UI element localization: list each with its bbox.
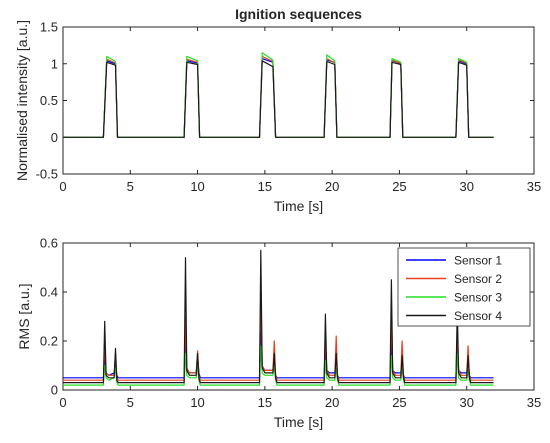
legend-label: Sensor 3	[454, 291, 502, 305]
x-tick-label: 5	[127, 395, 134, 410]
y-tick-label: -0.5	[36, 167, 58, 182]
x-axis-label: Time [s]	[274, 198, 323, 214]
x-tick-label: 0	[59, 179, 66, 194]
y-axis-label: RMS [a.u.]	[16, 283, 32, 349]
y-tick-label: 0.4	[40, 285, 58, 300]
x-axis-label: Time [s]	[274, 414, 323, 430]
series-line-1	[63, 330, 494, 379]
y-axis-label: Normalised intensity [a.u.]	[14, 20, 30, 181]
legend-label: Sensor 4	[454, 309, 502, 323]
legend-box	[397, 247, 531, 327]
x-tick-label: 20	[325, 395, 339, 410]
y-tick-label: 1	[51, 56, 58, 71]
series-line-4	[63, 249, 494, 384]
x-tick-label: 5	[127, 179, 134, 194]
legend-label: Sensor 2	[454, 272, 502, 286]
chart-panel-2: 0 5 10 15 20 25 30 35 0 0.2 0.4 0.6 Time [s] RMS [a.u…	[16, 236, 541, 431]
y-tick-label: 0.5	[40, 93, 58, 108]
x-tick-label: 15	[258, 395, 272, 410]
x-tick-label: 25	[392, 179, 406, 194]
x-tick-label: 20	[325, 179, 339, 194]
x-tick-label: 35	[527, 395, 541, 410]
y-tick-label: 1.5	[40, 20, 58, 35]
x-tick-label: 15	[258, 179, 272, 194]
x-tick-label: 35	[527, 179, 541, 194]
legend-label: Sensor 1	[454, 254, 502, 268]
y-tick-label: 0.2	[40, 334, 58, 349]
x-tick-label: 0	[59, 395, 66, 410]
x-tick-label: 30	[459, 395, 473, 410]
series-line-4	[63, 60, 494, 138]
series-group	[63, 249, 494, 386]
series-group	[63, 52, 494, 138]
chart-title: Ignition sequences	[235, 6, 362, 22]
x-tick-label: 25	[392, 395, 406, 410]
legend: Sensor 1 Sensor 2 Sensor 3 Sensor 4	[397, 247, 531, 327]
y-tick-label: 0.6	[40, 236, 58, 251]
x-tick-label: 10	[190, 395, 204, 410]
plot-area	[62, 26, 535, 175]
y-tick-label: 0	[51, 130, 58, 145]
y-tick-label: 0	[51, 383, 58, 398]
x-tick-label: 10	[190, 179, 204, 194]
series-line-3	[63, 345, 494, 386]
series-line-2	[63, 291, 494, 381]
x-tick-label: 30	[459, 179, 473, 194]
